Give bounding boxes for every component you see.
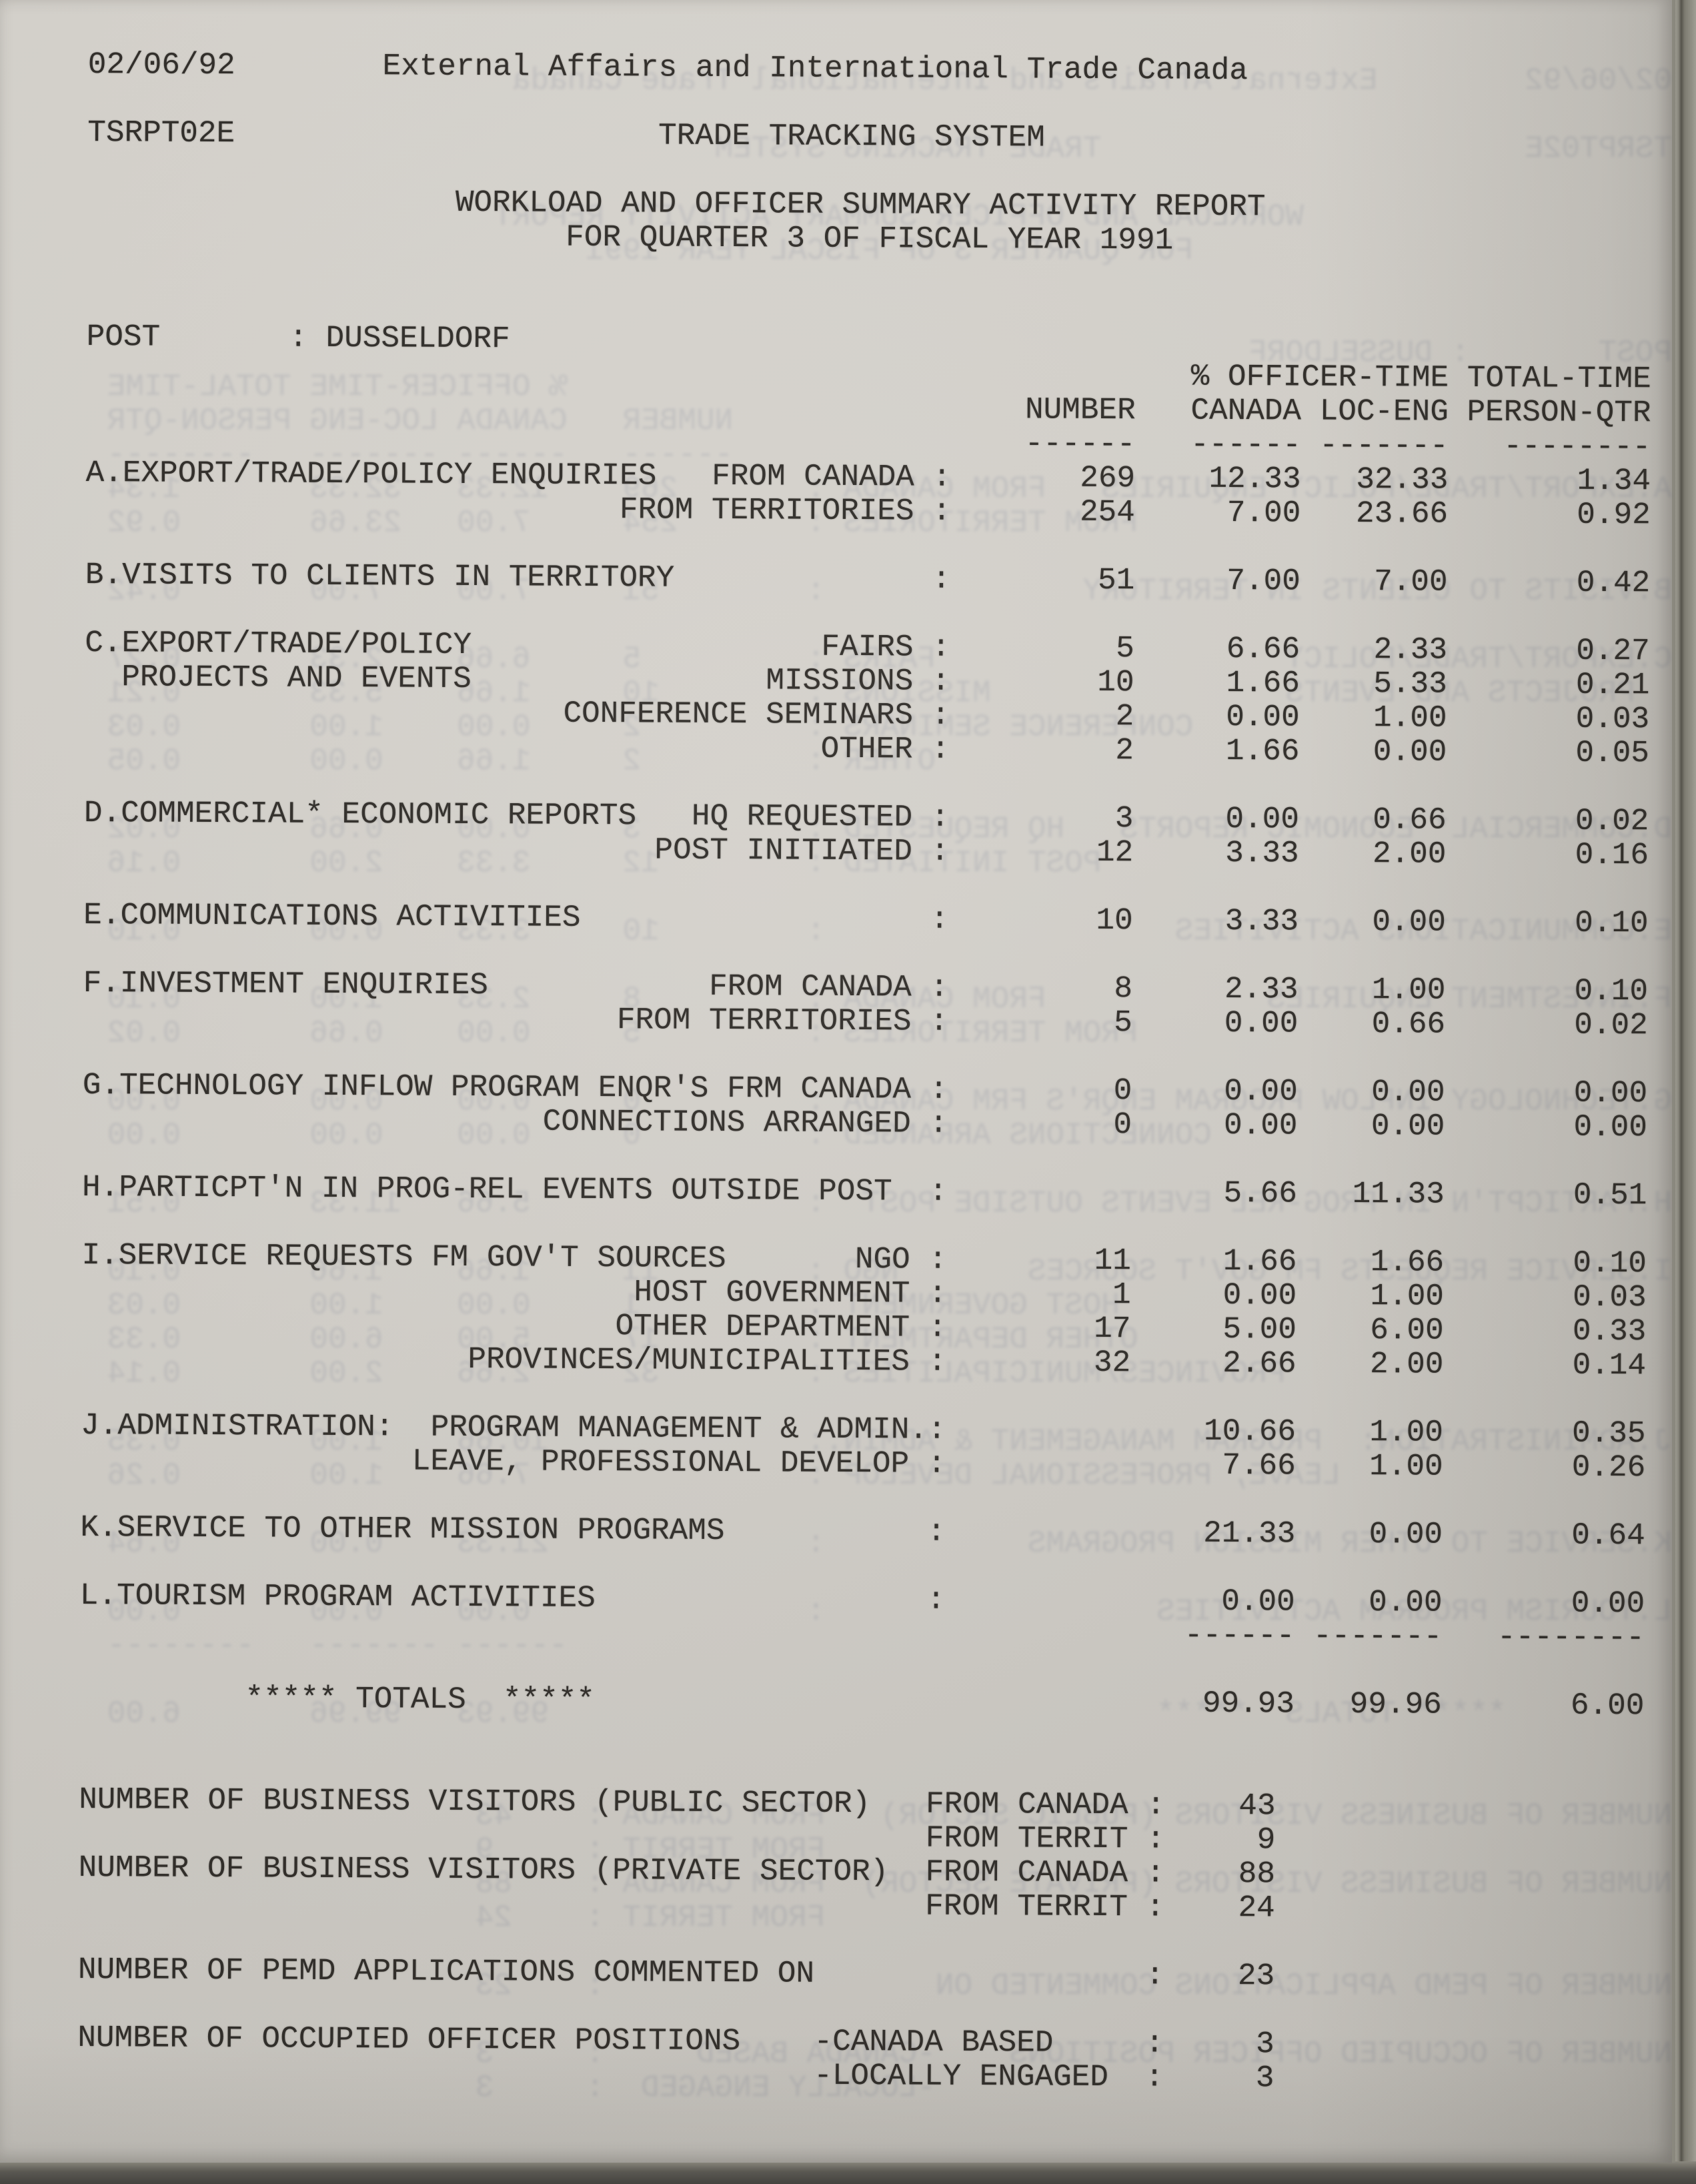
bottom-shadow-band: [0, 2161, 1696, 2184]
document-page: 02/06/92 External Affairs and Internatio…: [0, 0, 1675, 2163]
stat-officer-positions-locally-engaged: -LOCALLY ENGAGED : 3: [77, 2054, 1275, 2096]
report-text: 02/06/92 External Affairs and Internatio…: [77, 47, 1651, 2096]
